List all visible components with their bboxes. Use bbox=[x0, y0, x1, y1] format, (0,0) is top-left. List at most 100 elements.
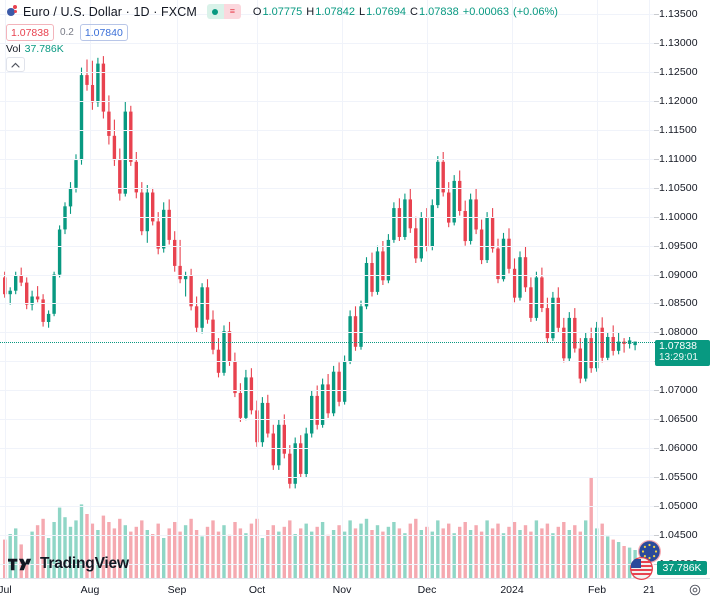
candle-body bbox=[35, 296, 40, 300]
volume-bar bbox=[364, 518, 369, 578]
volume-bar bbox=[595, 528, 599, 578]
price-axis-tick-dash bbox=[654, 447, 659, 449]
candle-body bbox=[622, 341, 626, 344]
candle-body bbox=[567, 317, 571, 359]
page-title[interactable]: Euro / U.S. Dollar · 1D · FXCM bbox=[23, 4, 197, 19]
volume-bar bbox=[375, 525, 380, 578]
grid-line-horizontal bbox=[0, 217, 655, 218]
volume-bar bbox=[353, 528, 358, 578]
grid-line-horizontal bbox=[0, 477, 655, 478]
price-axis-tick-dash bbox=[654, 332, 659, 334]
candle-body bbox=[189, 275, 193, 307]
current-price-time: 13:29:01 bbox=[659, 352, 698, 364]
grid-line-vertical bbox=[177, 0, 178, 578]
candle-body bbox=[173, 239, 177, 266]
grid-line-horizontal bbox=[0, 14, 655, 15]
candle-body bbox=[118, 160, 122, 194]
legend-title-row: Euro / U.S. Dollar · 1D · FXCM ≡ O1.0777… bbox=[6, 3, 559, 20]
volume-label: Vol bbox=[6, 43, 21, 55]
volume-bar bbox=[255, 518, 259, 578]
candle-body bbox=[425, 217, 429, 247]
volume-badge: 37.786K bbox=[657, 561, 707, 575]
candle-body bbox=[573, 317, 577, 349]
price-axis-tick: 1.06500 bbox=[654, 413, 698, 425]
volume-bar bbox=[490, 528, 495, 578]
candle-body bbox=[14, 275, 18, 291]
series-visibility-toggle[interactable] bbox=[206, 4, 224, 19]
volume-bar bbox=[293, 534, 297, 578]
volume-bar bbox=[584, 520, 588, 578]
volume-bar bbox=[167, 528, 171, 578]
candle-body bbox=[19, 275, 23, 283]
grid-line-vertical bbox=[597, 0, 598, 578]
volume-bar bbox=[140, 520, 144, 578]
price-axis[interactable]: 1.13500 1.13000 1.12500 1.12000 1.11500 1.110… bbox=[654, 0, 710, 578]
ask-price-box[interactable]: 1.07840 bbox=[79, 24, 128, 41]
timezone-settings-icon[interactable] bbox=[689, 584, 701, 596]
grid-line-horizontal bbox=[0, 506, 655, 507]
price-axis-tick-dash bbox=[654, 72, 659, 74]
price-axis-tick: 1.04500 bbox=[654, 529, 698, 541]
candle-body bbox=[584, 338, 588, 379]
volume-bar bbox=[485, 520, 489, 578]
candle-body bbox=[529, 287, 533, 318]
candle-body bbox=[408, 199, 412, 229]
volume-bar bbox=[479, 531, 484, 578]
candle-body bbox=[79, 75, 84, 161]
price-axis-tick: 1.10000 bbox=[654, 211, 698, 223]
volume-bar bbox=[611, 539, 615, 578]
volume-bar bbox=[162, 538, 166, 578]
ohlc-o-label: O bbox=[252, 5, 262, 18]
volume-bar bbox=[616, 542, 621, 578]
candle-body bbox=[403, 199, 407, 237]
candle-body bbox=[145, 192, 149, 232]
price-axis-tick: 1.13500 bbox=[654, 8, 698, 20]
candle-body bbox=[25, 282, 29, 305]
settings-icon[interactable]: ≡ bbox=[223, 4, 241, 19]
volume-bar bbox=[57, 507, 62, 578]
candle-body bbox=[101, 63, 106, 112]
candle-body bbox=[436, 161, 440, 206]
candle-body bbox=[485, 217, 489, 261]
candle-body bbox=[452, 180, 456, 223]
candle-body bbox=[381, 251, 385, 281]
time-axis[interactable]: Jul Aug Sep Oct Nov Dec 2024 Feb 21 bbox=[0, 578, 710, 600]
volume-bar bbox=[151, 534, 155, 578]
collapse-pane-button[interactable] bbox=[6, 57, 25, 72]
price-axis-tick: 1.05000 bbox=[654, 500, 698, 512]
price-axis-tick-dash bbox=[654, 476, 659, 478]
chart-plot-area[interactable] bbox=[0, 0, 655, 578]
volume-bar bbox=[134, 526, 138, 578]
price-axis-tick-dash bbox=[654, 158, 659, 160]
volume-bar bbox=[436, 520, 440, 578]
candle-body bbox=[397, 208, 402, 237]
time-axis-tick: Aug bbox=[80, 584, 100, 596]
volume-bar bbox=[189, 518, 193, 578]
volume-bar bbox=[342, 531, 347, 578]
bid-price-box[interactable]: 1.07838 bbox=[6, 24, 54, 41]
time-axis-tick: Sep bbox=[167, 584, 187, 596]
price-axis-tick-dash bbox=[654, 563, 659, 565]
price-axis-tick: 1.09000 bbox=[654, 269, 698, 281]
volume-bar bbox=[606, 536, 610, 578]
candle-body bbox=[266, 402, 270, 434]
grid-line-horizontal bbox=[0, 361, 655, 362]
volume-bar bbox=[403, 533, 407, 578]
current-price-value: 1.07838 bbox=[659, 339, 697, 352]
candle-body bbox=[430, 205, 434, 247]
ohlc-c-value: 1.07838 bbox=[418, 5, 459, 18]
tradingview-logo-icon bbox=[8, 558, 32, 570]
volume-bar bbox=[315, 526, 319, 578]
volume-bar bbox=[25, 563, 29, 578]
time-axis-tick: Oct bbox=[248, 584, 266, 596]
ohlc-change: +0.00063 bbox=[462, 5, 509, 18]
volume-bar bbox=[534, 520, 539, 578]
candle-body bbox=[414, 228, 418, 259]
volume-bar bbox=[299, 528, 303, 578]
tradingview-watermark: TradingView bbox=[8, 555, 129, 573]
volume-bar bbox=[523, 525, 528, 578]
candle-body bbox=[337, 371, 341, 402]
candle-body bbox=[74, 160, 78, 188]
price-axis-tick: 1.12500 bbox=[654, 66, 698, 78]
chart-legend: Euro / U.S. Dollar · 1D · FXCM ≡ O1.0777… bbox=[6, 3, 559, 42]
